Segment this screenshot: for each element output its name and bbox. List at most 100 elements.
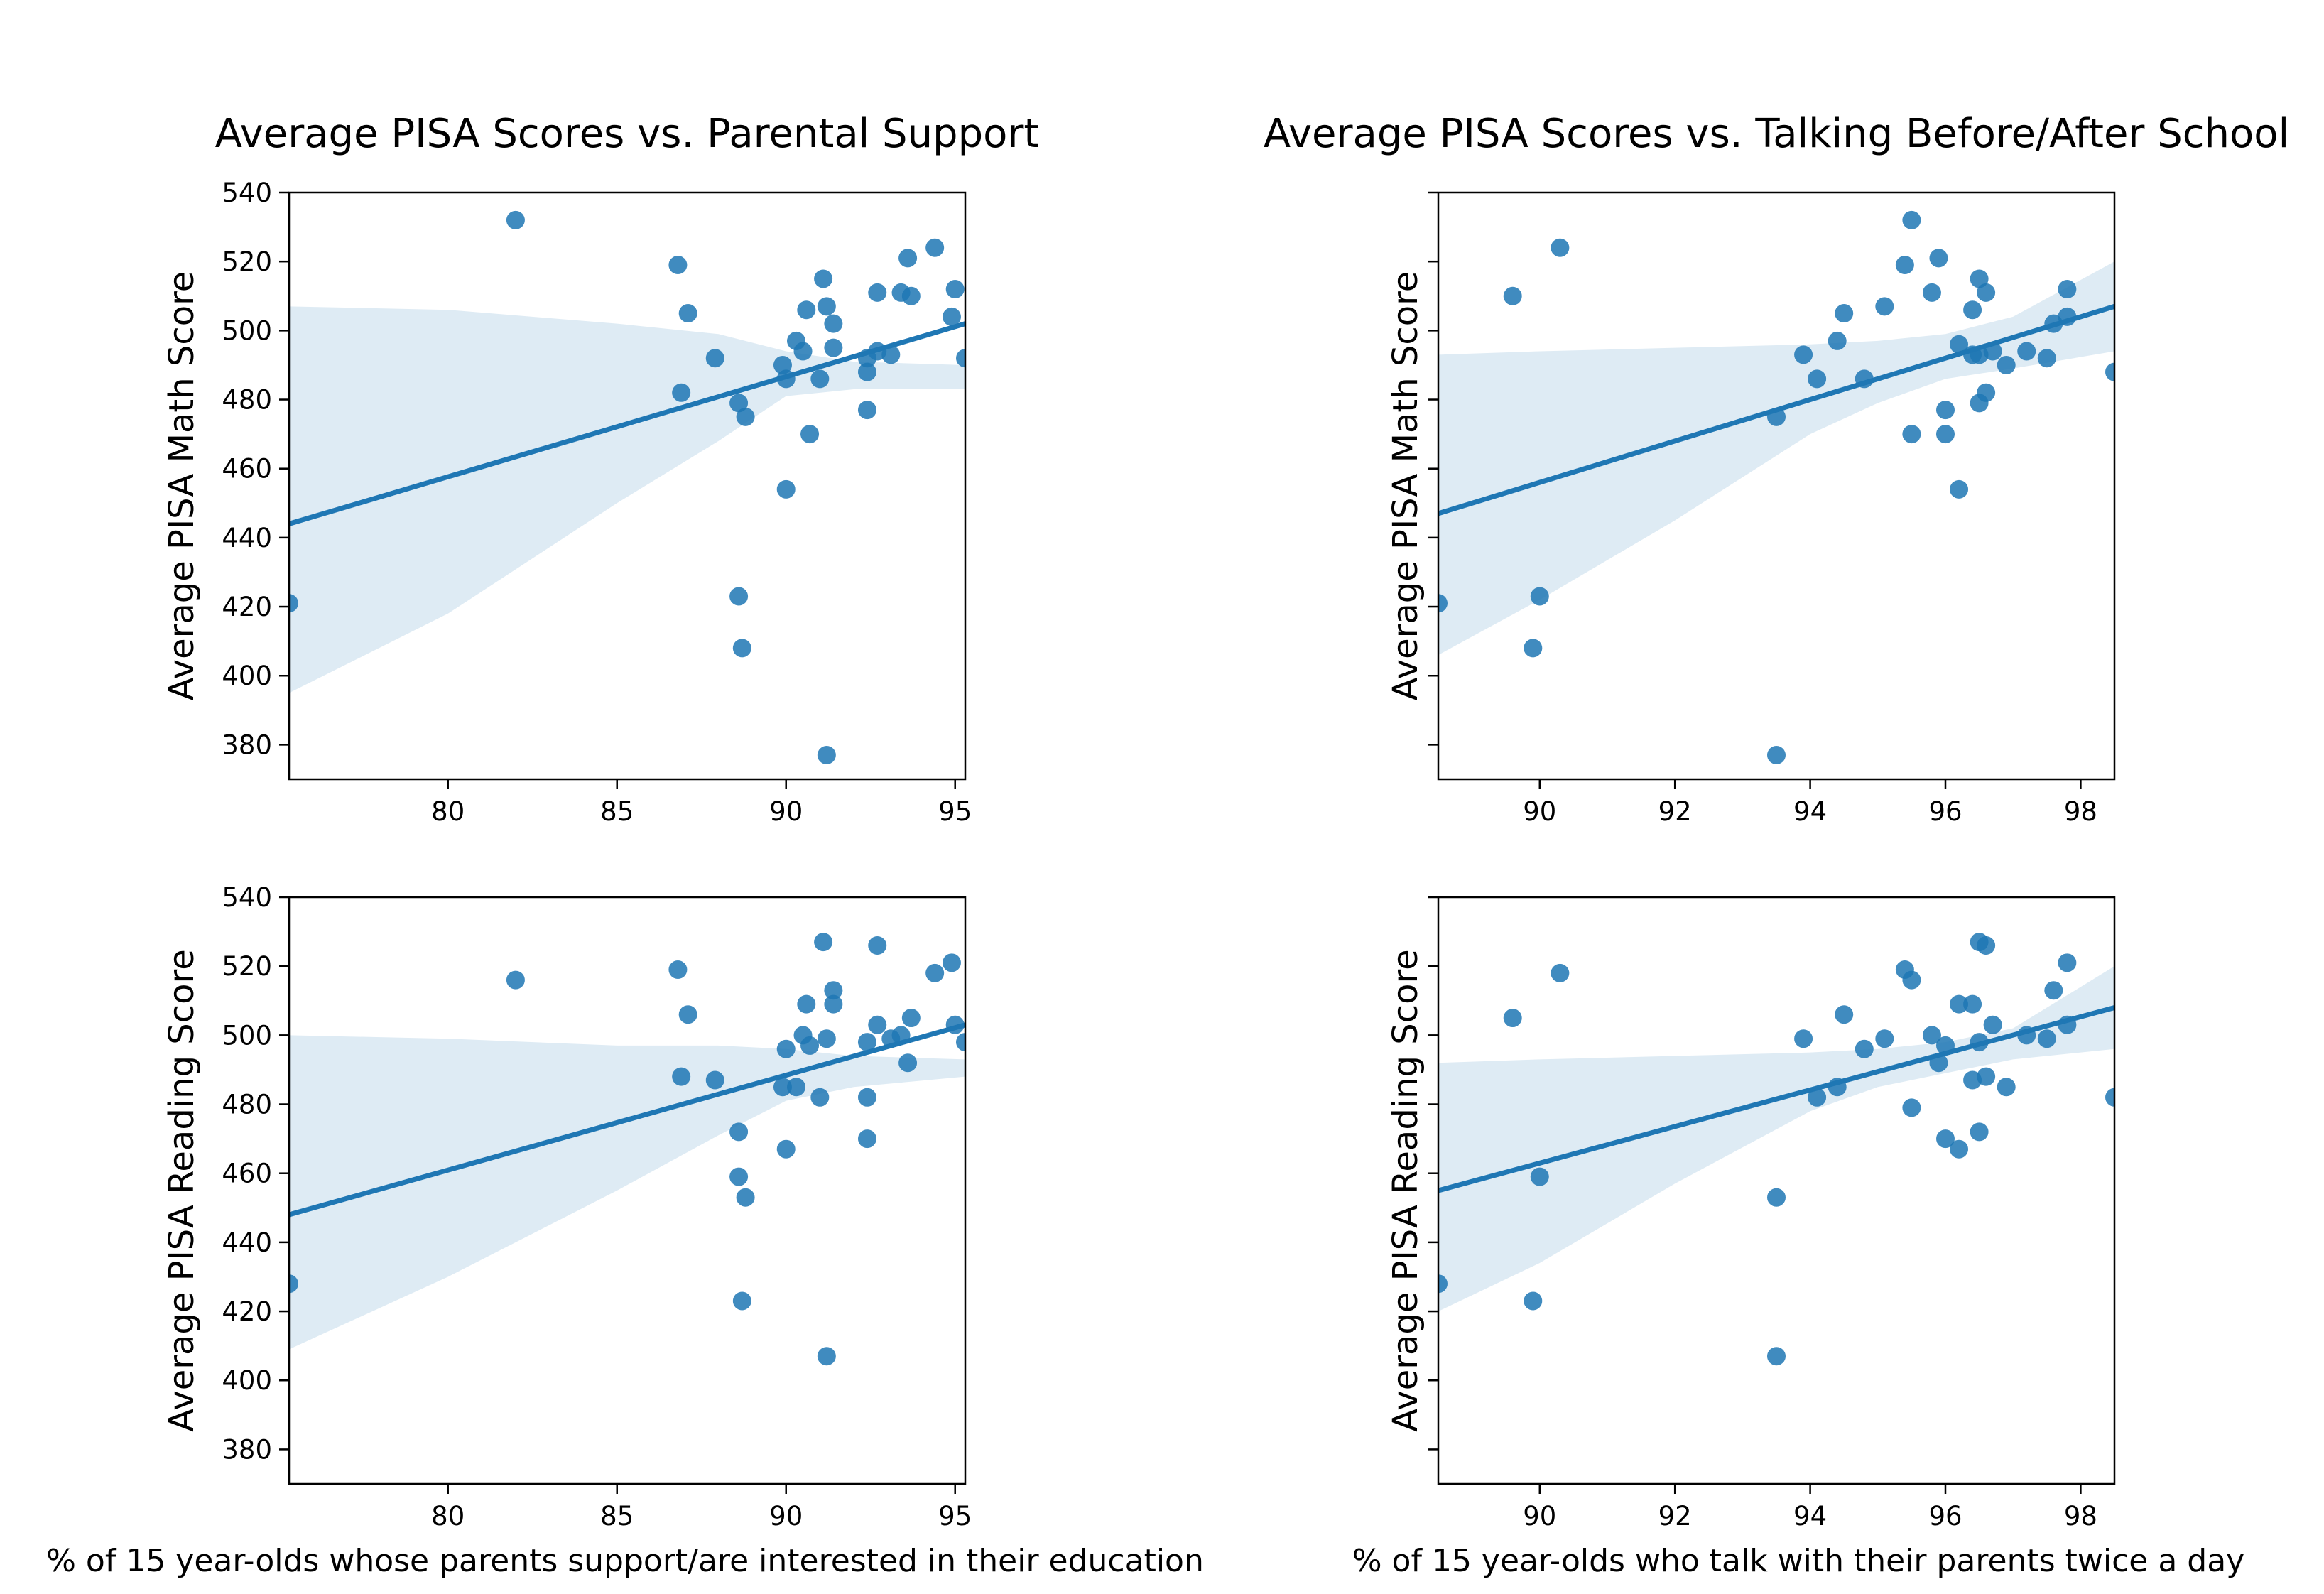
data-point-10 (776, 1039, 796, 1058)
data-point-18 (1929, 249, 1948, 268)
data-point-5 (1438, 594, 1448, 613)
y-tick-label: 500 (222, 315, 272, 346)
subplot-4: 90 92 94 96 98 Average PISA Reading Score (1386, 896, 2116, 1531)
data-point-27 (1970, 1122, 1989, 1142)
data-point-21 (824, 338, 843, 357)
data-point-37 (2105, 362, 2114, 381)
data-point-22 (1950, 1139, 1969, 1159)
x-tick-label: 85 (600, 1501, 634, 1531)
data-point-2 (1551, 238, 1570, 257)
axes-frame (288, 191, 967, 781)
data-point-15 (1902, 210, 1921, 229)
chart-title: Average PISA Scores vs. Parental Support (215, 111, 1040, 157)
data-point-8 (1794, 1029, 1813, 1048)
confidence-band (289, 306, 965, 693)
y-axis-label: Average PISA Math Score (1386, 271, 1426, 701)
regression-line (1438, 303, 2114, 516)
x-tick-label: 80 (431, 796, 465, 827)
data-point-2 (668, 960, 688, 980)
data-point-9 (732, 1291, 751, 1311)
data-point-30 (898, 249, 918, 268)
y-tick-label: 500 (222, 1020, 272, 1051)
data-point-17 (1922, 1026, 1941, 1045)
plot-area (289, 210, 965, 764)
data-point-31 (901, 1009, 921, 1028)
data-point-1 (1503, 1009, 1522, 1028)
data-point-12 (1855, 1039, 1874, 1058)
data-point-5 (705, 1070, 724, 1090)
data-point-8 (1794, 345, 1813, 364)
data-point-13 (793, 342, 813, 361)
y-axis-label: Average PISA Math Score (162, 271, 202, 701)
data-point-5 (705, 349, 724, 368)
data-point-17 (810, 369, 830, 389)
data-point-11 (1835, 304, 1854, 323)
data-point-35 (2058, 953, 2077, 972)
y-tick-label: 380 (222, 730, 272, 760)
y-tick-label: 480 (222, 385, 272, 416)
axes-frame (1437, 191, 2116, 781)
data-point-16 (1902, 1098, 1921, 1117)
y-tick-label: 480 (222, 1090, 272, 1120)
data-point-23 (1963, 994, 1982, 1014)
data-point-1 (506, 970, 525, 990)
x-tick-label: 98 (2064, 1501, 2097, 1531)
data-point-25 (857, 401, 876, 420)
data-point-22 (1950, 479, 1969, 499)
data-point-35 (2058, 280, 2077, 299)
axes-frame (1437, 896, 2116, 1485)
data-point-18 (814, 269, 833, 288)
y-tick-label: 420 (222, 592, 272, 622)
data-point-34 (942, 307, 961, 326)
data-point-26 (868, 283, 887, 302)
y-tick-label: 540 (222, 178, 272, 208)
data-point-35 (289, 1274, 298, 1294)
y-tick-label: 460 (222, 454, 272, 484)
data-point-20 (1936, 1129, 1955, 1149)
y-axis-label: Average PISA Reading Score (1386, 949, 1426, 1431)
data-point-3 (1530, 587, 1549, 606)
data-point-14 (797, 300, 816, 320)
data-point-30 (1983, 1015, 2002, 1034)
subplot-3: 80 85 90 95 380 400 420 440 460 480 500 520 540 Avera… (162, 882, 972, 1531)
data-point-15 (1902, 970, 1921, 990)
data-point-16 (776, 1139, 796, 1159)
x-tick-label: 96 (1928, 796, 1962, 827)
data-point-2 (668, 256, 688, 275)
data-point-10 (773, 355, 792, 374)
y-tick-label: 400 (222, 661, 272, 691)
x-tick-label: 94 (1793, 796, 1827, 827)
data-point-23 (857, 1033, 876, 1052)
data-point-11 (1835, 1005, 1854, 1024)
x-tick-label: 90 (769, 1501, 803, 1531)
y-tick-label: 440 (222, 523, 272, 553)
data-point-18 (814, 933, 833, 952)
data-point-37 (2105, 1088, 2114, 1107)
data-point-27 (868, 1015, 887, 1034)
subplot-2: 90 92 94 96 98 Average PISA Math Score Average… (1264, 111, 2289, 827)
data-point-4 (1524, 1291, 1543, 1311)
data-point-25 (857, 1129, 876, 1149)
data-point-17 (1922, 283, 1941, 302)
data-point-31 (1997, 355, 2016, 374)
axes-frame (288, 896, 967, 1485)
data-point-4 (672, 383, 691, 402)
regression-line (1438, 1004, 2114, 1193)
data-point-33 (945, 280, 965, 299)
data-point-9 (732, 639, 751, 658)
data-point-6 (729, 1122, 749, 1142)
data-point-5 (1438, 1274, 1448, 1294)
x-tick-label: 90 (1523, 796, 1556, 827)
x-tick-label: 95 (938, 796, 972, 827)
x-axis-label-left: % of 15 year-olds whose parents support/… (46, 1543, 1204, 1579)
y-axis-label: Average PISA Reading Score (162, 949, 202, 1431)
data-point-32 (925, 963, 945, 982)
data-point-19 (817, 1029, 836, 1048)
plot-area (1438, 210, 2114, 764)
x-tick-label: 92 (1658, 796, 1692, 827)
data-point-20 (824, 314, 843, 333)
regression-line (289, 320, 965, 527)
data-point-4 (1524, 639, 1543, 658)
chart-title: Average PISA Scores vs. Talking Before/A… (1264, 111, 2289, 157)
